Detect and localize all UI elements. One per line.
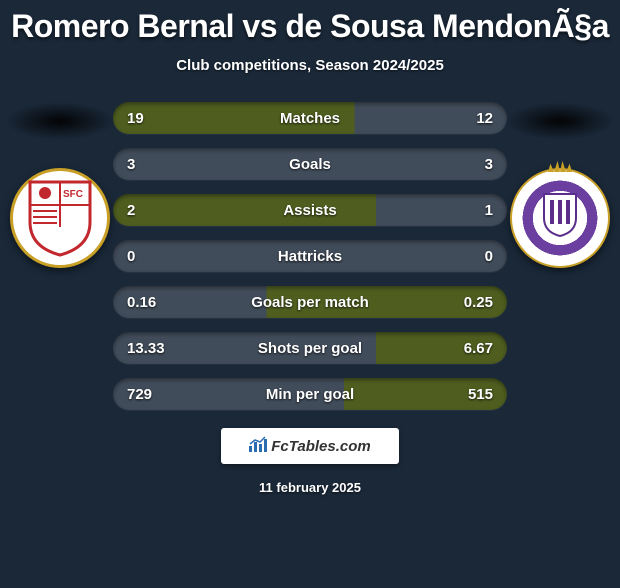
shadow-ellipse [5, 102, 115, 140]
stat-left-value: 13.33 [127, 340, 177, 357]
right-club-emblem [510, 168, 610, 268]
stat-left-value: 3 [127, 156, 177, 173]
stat-left-value: 0 [127, 248, 177, 265]
shadow-ellipse [505, 102, 615, 140]
stat-left-value: 0.16 [127, 294, 177, 311]
stat-left-value: 19 [127, 110, 177, 127]
stat-label: Hattricks [177, 248, 443, 265]
stat-label: Matches [177, 110, 443, 127]
stat-row: 0Hattricks0 [113, 240, 507, 272]
footer: FcTables.com 11 february 2025 [0, 428, 620, 495]
right-emblem-wrap [500, 102, 620, 268]
stat-row: 0.16Goals per match0.25 [113, 286, 507, 318]
left-emblem-wrap: SFC [0, 102, 120, 268]
stat-right-value: 6.67 [443, 340, 493, 357]
stat-row: 3Goals3 [113, 148, 507, 180]
comparison-block: SFC 19Matches123Goals32Ass [0, 102, 620, 410]
svg-text:SFC: SFC [63, 189, 83, 200]
stat-right-value: 3 [443, 156, 493, 173]
stat-right-value: 0 [443, 248, 493, 265]
fctables-label: FcTables.com [271, 438, 370, 455]
stat-right-value: 12 [443, 110, 493, 127]
subtitle: Club competitions, Season 2024/2025 [0, 57, 620, 74]
stat-label: Goals [177, 156, 443, 173]
stat-row: 13.33Shots per goal6.67 [113, 332, 507, 364]
fctables-badge: FcTables.com [221, 428, 399, 464]
stat-row: 2Assists1 [113, 194, 507, 226]
stat-left-value: 729 [127, 386, 177, 403]
chart-icon [249, 436, 267, 456]
stat-row: 729Min per goal515 [113, 378, 507, 410]
stat-right-value: 1 [443, 202, 493, 219]
stat-label: Shots per goal [177, 340, 443, 357]
left-club-emblem: SFC [10, 168, 110, 268]
stat-left-value: 2 [127, 202, 177, 219]
stat-label: Min per goal [177, 386, 443, 403]
footer-date: 11 february 2025 [259, 480, 361, 495]
stat-row: 19Matches12 [113, 102, 507, 134]
stat-label: Goals per match [177, 294, 443, 311]
stat-label: Assists [177, 202, 443, 219]
stat-right-value: 0.25 [443, 294, 493, 311]
stats-rows: 19Matches123Goals32Assists10Hattricks00.… [113, 102, 507, 410]
page-title: Romero Bernal vs de Sousa MendonÃ§a [0, 8, 620, 45]
emblem-icon [540, 192, 580, 245]
stat-right-value: 515 [443, 386, 493, 403]
emblem-icon: SFC [25, 177, 95, 260]
